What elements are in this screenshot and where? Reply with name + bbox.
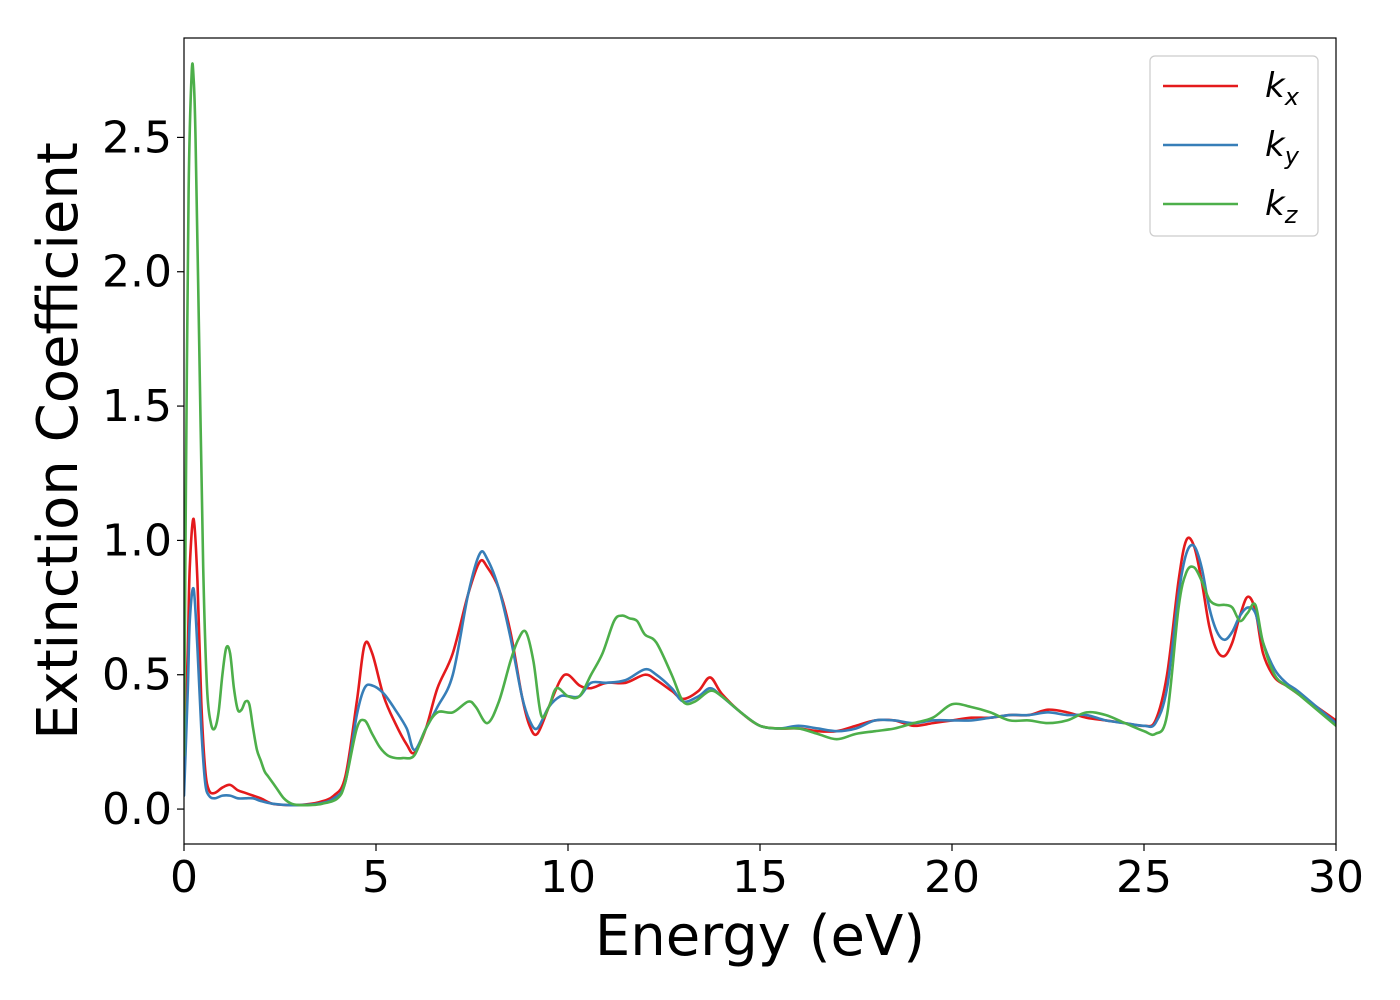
y-tick-label: 2.5 [102,112,172,163]
legend: kx ky kz [1149,55,1319,237]
x-tick-label: 25 [1116,852,1172,903]
y-tick-label: 0.0 [102,784,172,835]
x-tick-label: 30 [1308,852,1364,903]
x-tick-label: 10 [540,852,596,903]
y-axis-label: Extinction Coefficient [26,142,91,740]
y-axis-ticks: 0.0 0.5 1.0 1.5 2.0 2.5 [102,112,184,835]
y-tick-label: 2.0 [102,247,172,298]
series-line-kz [184,62,1336,807]
x-axis-label: Energy (eV) [595,904,925,969]
x-axis-ticks: 0 5 10 15 20 25 30 [170,844,1364,903]
x-tick-label: 20 [924,852,980,903]
series-line-ky [184,543,1336,807]
x-tick-label: 15 [732,852,788,903]
series-layer [184,62,1336,807]
plot-area [184,38,1336,844]
y-tick-label: 1.5 [102,381,172,432]
legend-label-kz: kz [1265,184,1299,229]
y-tick-label: 1.0 [102,515,172,566]
y-tick-label: 0.5 [102,650,172,701]
legend-label-kx: kx [1265,66,1300,111]
legend-label-ky: ky [1265,125,1300,170]
x-tick-label: 0 [170,852,198,903]
x-tick-label: 5 [362,852,390,903]
